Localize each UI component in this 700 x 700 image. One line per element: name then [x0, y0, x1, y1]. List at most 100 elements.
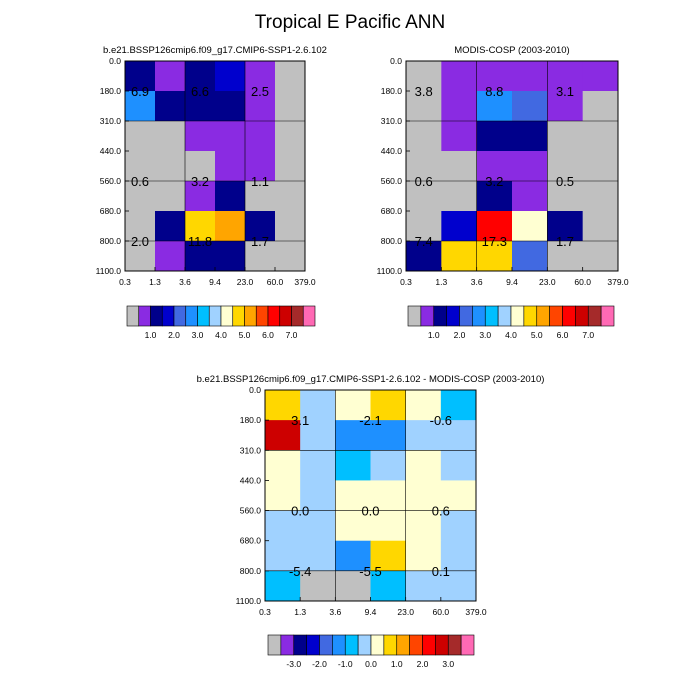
heatmap-cell — [245, 61, 276, 92]
y-tick-label: 440.0 — [100, 146, 122, 156]
colorbar: 1.0 2.0 3.0 4.0 5.0 6.0 7.0 — [407, 305, 615, 340]
colorbar-label: -3.0 — [286, 659, 301, 669]
heatmap-cell — [512, 241, 548, 272]
x-tick-label: 3.6 — [329, 607, 341, 617]
heatmap-cell — [300, 480, 336, 512]
heatmap-cell — [185, 181, 216, 212]
colorbar-swatch — [484, 305, 499, 327]
heatmap-cell — [406, 151, 442, 182]
colorbar-swatch — [306, 634, 320, 656]
colorbar-label: 6.0 — [262, 330, 274, 340]
heatmap-cell — [275, 91, 306, 122]
heatmap-cell — [215, 91, 246, 122]
heatmap-cell — [405, 390, 442, 421]
heatmap-cell — [512, 121, 548, 152]
heatmap-cell — [275, 61, 306, 92]
heatmap-cell — [300, 450, 336, 481]
heatmap-cell — [245, 121, 276, 152]
heatmap-cell — [582, 211, 619, 242]
heatmap-cell — [125, 121, 156, 152]
heatmap-cell — [300, 420, 336, 451]
heatmap-cell — [215, 241, 246, 272]
y-tick-label: 800.0 — [100, 236, 122, 246]
heatmap-cell — [440, 450, 477, 481]
y-tick-label: 310.0 — [240, 445, 262, 455]
colorbar-swatch — [150, 305, 163, 327]
heatmap-cell — [245, 241, 276, 272]
y-tick-label: 560.0 — [240, 506, 262, 516]
heatmap-cell — [265, 390, 301, 421]
heatmap-cell — [406, 121, 442, 152]
colorbar-swatch — [422, 634, 436, 656]
heatmap-cell — [405, 480, 442, 512]
colorbar-swatch — [435, 634, 449, 656]
heatmap-cell — [582, 61, 619, 92]
colorbar-swatch — [197, 305, 210, 327]
heatmap-cell — [476, 241, 513, 272]
heatmap-cell — [440, 570, 477, 602]
heatmap-cell — [335, 390, 371, 421]
cell-value-label: 0.6 — [415, 174, 433, 189]
colorbar-swatch — [575, 305, 589, 327]
y-tick-label: 680.0 — [100, 206, 122, 216]
heatmap-cell — [155, 211, 186, 242]
y-tick-label: 680.0 — [240, 536, 262, 546]
heatmap-cell — [440, 390, 477, 421]
x-tick-label: 3.6 — [471, 277, 483, 287]
cell-value-label: 1.1 — [251, 174, 269, 189]
heatmap-cell — [185, 91, 216, 122]
cell-value-label: -5.4 — [289, 564, 311, 579]
cell-value-label: 11.8 — [188, 234, 212, 249]
y-tick-label: 310.0 — [100, 116, 122, 126]
heatmap-cell — [405, 570, 442, 602]
heatmap-cell — [125, 61, 156, 92]
y-tick-label: 310.0 — [381, 116, 403, 126]
cell-value-label: 2.5 — [251, 84, 269, 99]
heatmap-cell — [275, 151, 306, 182]
cell-value-label: 3.1 — [556, 84, 574, 99]
heatmap-cell — [441, 151, 478, 182]
heatmap-cell — [215, 211, 246, 242]
heatmap-panel-2: MODIS-COSP (2003-2010) 3.8 8.8 3.1 0.6 3.2 0.5… — [377, 45, 629, 340]
cell-value-label: 0.5 — [556, 174, 574, 189]
heatmap-cell — [512, 91, 548, 122]
heatmap-cell — [300, 570, 336, 602]
heatmap-cell — [370, 480, 407, 512]
colorbar: -3.0 -2.0 -1.0 0.0 1.0 2.0 3.0 — [267, 634, 475, 669]
colorbar-swatch — [357, 634, 372, 656]
heatmap-cell — [215, 181, 246, 212]
y-tick-label: 0.0 — [109, 56, 121, 66]
cell-value-label: 17.3 — [482, 234, 507, 249]
heatmap-cell — [215, 61, 246, 92]
x-tick-label: 1.3 — [435, 277, 447, 287]
heatmap-panel-1: b.e21.BSSP126cmip6.f09_g17.CMIP6-SSP1-2.… — [96, 45, 327, 340]
heatmap-cell — [125, 241, 156, 272]
colorbar-swatch — [472, 305, 486, 327]
cell-value-label: -2.1 — [359, 413, 381, 428]
colorbar-swatch — [420, 305, 435, 327]
y-tick-label: 0.0 — [249, 385, 261, 395]
x-tick-label: 1.3 — [294, 607, 306, 617]
heatmap-cell — [275, 121, 306, 152]
colorbar-swatch — [185, 305, 198, 327]
heatmap-cell — [335, 420, 371, 451]
cell-value-label: 0.1 — [432, 564, 450, 579]
heatmap-cell — [406, 61, 442, 92]
heatmap-cell — [125, 151, 156, 182]
colorbar-label: 2.0 — [168, 330, 180, 340]
x-tick-label: 9.4 — [365, 607, 377, 617]
colorbar-label: 3.0 — [192, 330, 204, 340]
heatmap-cell — [406, 91, 442, 122]
x-tick-label: 9.4 — [209, 277, 221, 287]
heatmap-cell — [440, 420, 477, 451]
heatmap-cell — [265, 540, 301, 572]
colorbar-swatch — [536, 305, 550, 327]
heatmap-cell — [441, 121, 478, 152]
heatmap-cell — [245, 211, 276, 242]
heatmap-cell — [440, 540, 477, 572]
colorbar-label: 3.0 — [442, 659, 454, 669]
colorbar-label: 0.0 — [365, 659, 377, 669]
panel-title: b.e21.BSSP126cmip6.f09_g17.CMIP6-SSP1-2.… — [103, 45, 327, 56]
heatmap-cell — [476, 121, 513, 152]
colorbar-swatch — [383, 634, 398, 656]
